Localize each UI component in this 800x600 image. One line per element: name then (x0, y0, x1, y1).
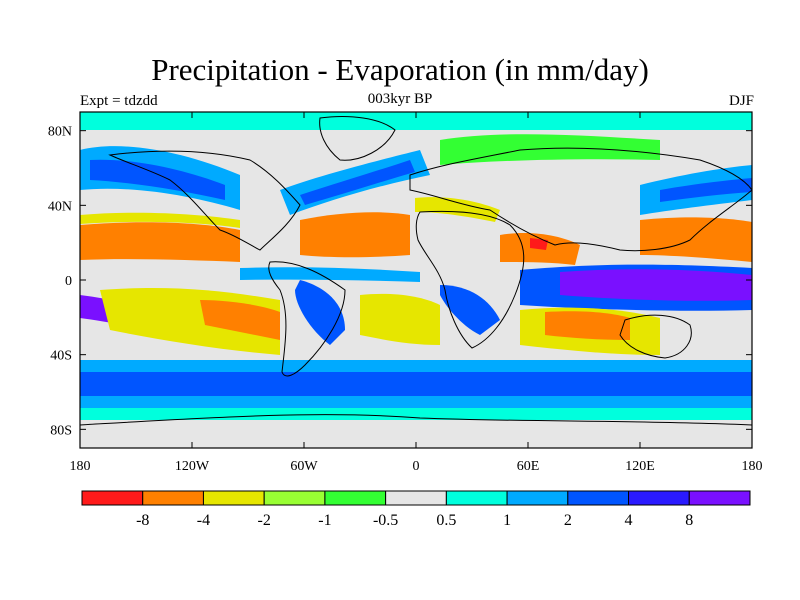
coastlines (80, 116, 752, 426)
latitude-axis: 80N 40N 0 40S 80S (48, 125, 752, 438)
colorbar-box (81, 490, 144, 506)
north-pacific-dry-edge (80, 212, 240, 228)
chart-subtitle: 003kyr BP (367, 91, 433, 107)
colorbar-label: -4 (197, 512, 210, 529)
colorbar-box (202, 490, 265, 506)
coast-greenland (319, 116, 396, 161)
lat-tick-label: 0 (65, 274, 72, 289)
lat-tick-label: 80S (50, 423, 72, 438)
colorbar-label: 1 (503, 512, 511, 529)
colorbar-label: 4 (625, 512, 633, 529)
precip-evap-field (80, 112, 752, 448)
coast-eurasia (409, 147, 752, 252)
colorbar-box (324, 490, 387, 506)
colorbar-label: 0.5 (436, 512, 456, 529)
coast-south-america (268, 261, 346, 377)
lon-tick-label: 180 (742, 459, 763, 474)
colorbar-box (142, 490, 204, 506)
south-indian-dry-core (545, 311, 630, 340)
longitude-axis: 180 120W 60W 0 60E 120E 180 (70, 112, 763, 474)
experiment-label: Expt = tdzdd (80, 93, 158, 109)
south-pacific-dry-core (200, 300, 280, 340)
colorbar-label: 8 (685, 512, 693, 529)
colorbar-label: 2 (564, 512, 572, 529)
north-atlantic-core (300, 160, 415, 205)
north-atlantic-dry-band (300, 212, 410, 258)
lon-tick-label: 180 (70, 459, 91, 474)
arctic-band (80, 112, 752, 130)
lon-tick-label: 120E (625, 459, 655, 474)
itcz-pacific (240, 267, 420, 282)
colorbar-box (567, 490, 630, 506)
season-label: DJF (728, 93, 754, 109)
colorbar-label: -1 (318, 512, 331, 529)
maritime-continent-core (560, 269, 752, 301)
lon-tick-label: 0 (413, 459, 420, 474)
west-pacific-dry-band (640, 217, 752, 262)
lat-tick-label: 40N (48, 199, 72, 214)
red-sea-dry (530, 238, 548, 250)
colorbar-label: -8 (136, 512, 149, 529)
colorbar-box (506, 490, 569, 506)
colorbar-box (263, 490, 326, 506)
southern-ocean-core (80, 372, 752, 396)
north-pacific-dry-band (80, 222, 240, 262)
colorbar-label: -0.5 (373, 512, 398, 529)
colorbar: -8 -4 -2 -1 -0.5 0.5 1 2 4 8 (81, 490, 751, 529)
lon-tick-label: 60W (290, 459, 318, 474)
lon-tick-label: 120W (175, 459, 210, 474)
coast-antarctica (80, 414, 752, 426)
chart-title: Precipitation - Evaporation (in mm/day) (151, 52, 649, 87)
sahara-yellow (415, 197, 500, 222)
colorbar-box (445, 490, 508, 506)
coast-australia (619, 314, 692, 359)
north-pacific-core (90, 159, 225, 200)
coast-africa (415, 210, 525, 349)
colorbar-box (688, 490, 751, 506)
coast-north-america (108, 150, 301, 251)
colorbar-box (628, 490, 690, 506)
lat-tick-label: 80N (48, 125, 72, 140)
africa-wet (440, 285, 500, 335)
colorbar-box (385, 490, 447, 506)
south-atlantic-dry (360, 293, 440, 345)
southern-ocean-edge (80, 408, 752, 420)
nw-pacific-core (660, 178, 752, 202)
siberia-green (440, 134, 660, 165)
lat-tick-label: 40S (50, 349, 72, 364)
lon-tick-label: 60E (517, 459, 540, 474)
colorbar-label: -2 (258, 512, 271, 529)
